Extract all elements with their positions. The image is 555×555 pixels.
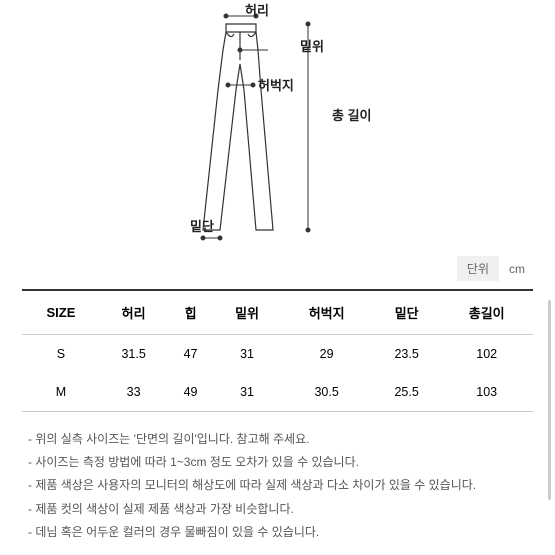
table-row: S 31.5 47 31 29 23.5 102 xyxy=(22,335,533,374)
size-table: SIZE 허리 힙 밑위 허벅지 밑단 총길이 S 31.5 47 31 29 … xyxy=(22,289,533,412)
table-header-row: SIZE 허리 힙 밑위 허벅지 밑단 총길이 xyxy=(22,290,533,335)
col-waist: 허리 xyxy=(100,290,168,335)
col-thigh: 허벅지 xyxy=(281,290,373,335)
rise-label: 밑위 xyxy=(300,36,324,55)
note-line: - 사이즈는 측정 방법에 따라 1~3cm 정도 오차가 있을 수 있습니다. xyxy=(28,453,527,472)
unit-value: cm xyxy=(509,262,525,276)
total-length-label: 총 길이 xyxy=(332,105,372,124)
note-line: - 제품 색상은 사용자의 모니터의 해상도에 따라 실제 색상과 다소 차이가… xyxy=(28,476,527,495)
pants-diagram: 허리 밑위 허벅지 총 길이 밑단 xyxy=(0,0,555,250)
note-line: - 제품 컷의 색상이 실제 제품 색상과 가장 비슷합니다. xyxy=(28,500,527,519)
scrollbar-indicator xyxy=(548,300,551,500)
col-hip: 힙 xyxy=(168,290,214,335)
col-size: SIZE xyxy=(22,290,99,335)
col-rise: 밑위 xyxy=(214,290,281,335)
thigh-label: 허벅지 xyxy=(258,75,294,94)
unit-row: 단위 cm xyxy=(0,250,555,289)
pants-svg xyxy=(118,10,438,250)
notes-section: - 위의 실측 사이즈는 '단면의 길이'입니다. 참고해 주세요. - 사이즈… xyxy=(0,412,555,542)
waist-label: 허리 xyxy=(245,0,269,19)
note-line: - 데님 혹은 어두운 컬러의 경우 물빠짐이 있을 수 있습니다. xyxy=(28,523,527,542)
hem-label: 밑단 xyxy=(190,216,214,235)
table-row: M 33 49 31 30.5 25.5 103 xyxy=(22,373,533,412)
col-hem: 밑단 xyxy=(373,290,441,335)
col-total: 총길이 xyxy=(441,290,533,335)
unit-label: 단위 xyxy=(457,256,499,281)
note-line: - 위의 실측 사이즈는 '단면의 길이'입니다. 참고해 주세요. xyxy=(28,430,527,449)
